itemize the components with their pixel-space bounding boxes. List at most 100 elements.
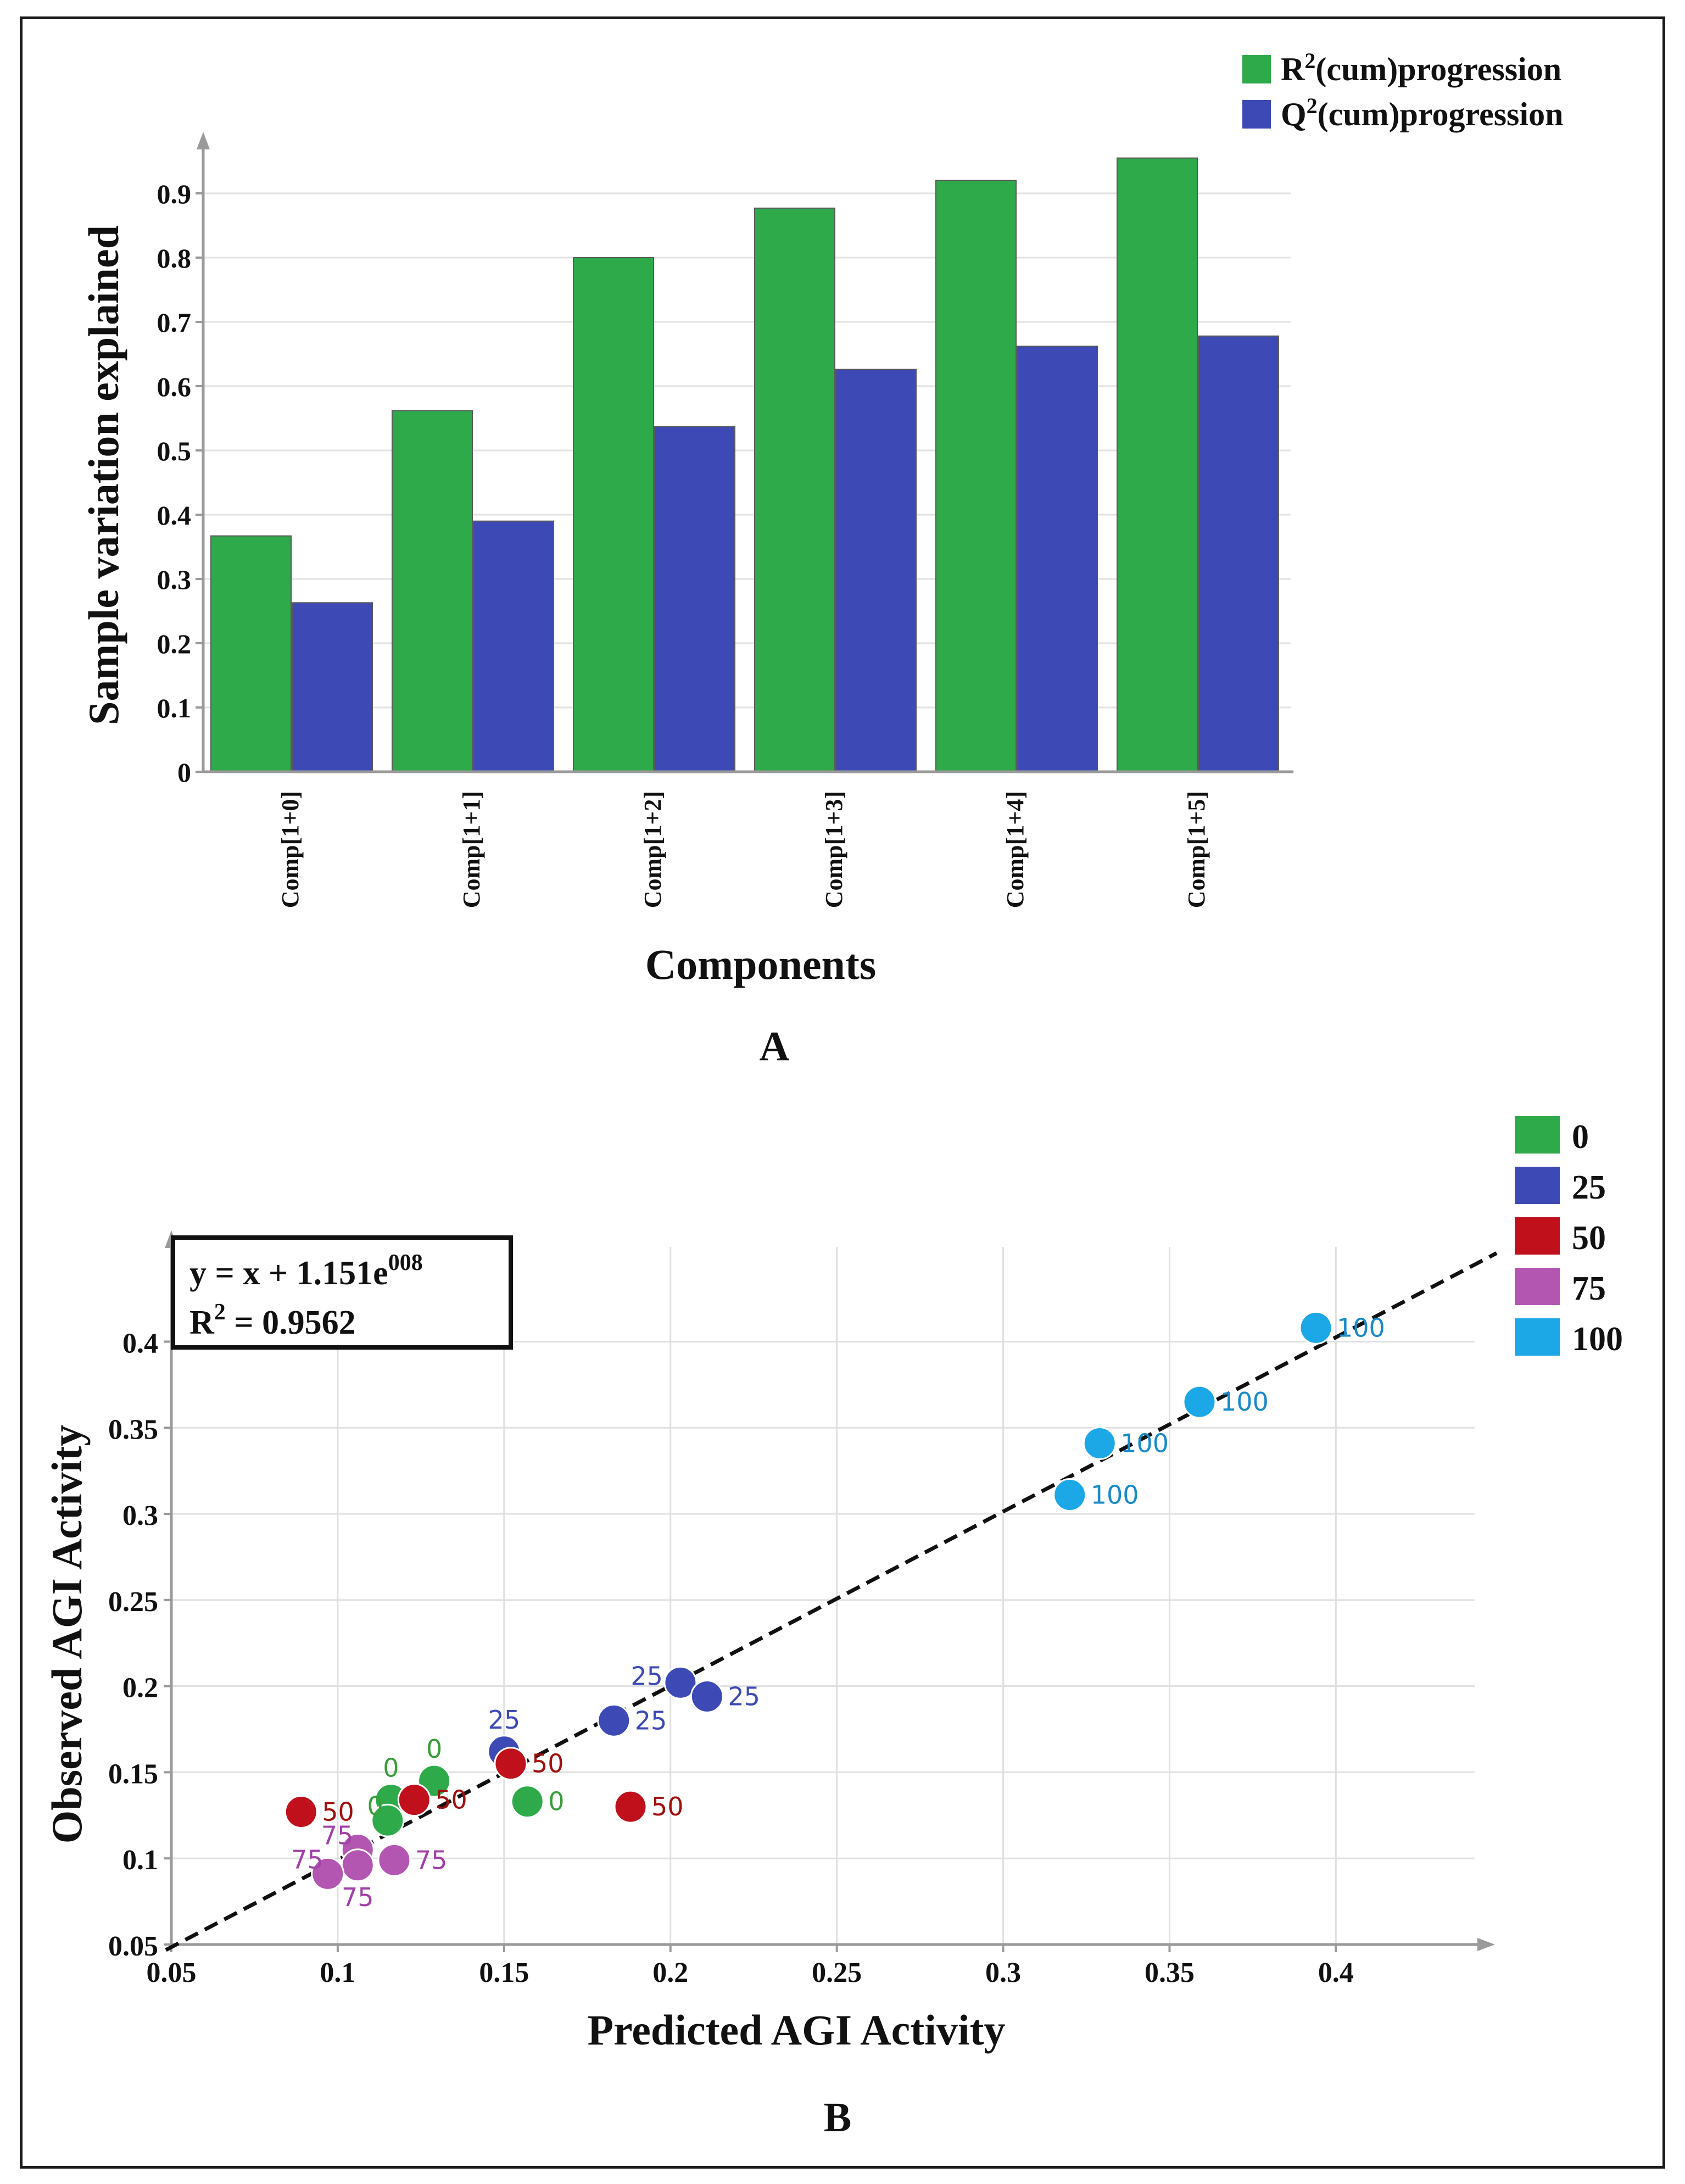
- bar-chart-x-tick-label: Comp[1+5]: [1183, 791, 1210, 908]
- bar-r2: [754, 207, 835, 772]
- scatter-x-axis-arrow: [1477, 1938, 1495, 1951]
- panel-b-label: B: [824, 2094, 852, 2141]
- legend-swatch: [1242, 100, 1271, 129]
- scatter-y-tick-label: 0.3: [122, 1500, 158, 1531]
- bar-q2: [292, 602, 373, 773]
- scatter-y-tick-label: 0.25: [108, 1586, 158, 1618]
- scatter-legend-label: 100: [1572, 1321, 1623, 1358]
- scatter-point-group-25: [663, 1665, 698, 1700]
- scatter-point-label: 50: [532, 1749, 564, 1779]
- scatter-x-tick-labels: 0.05 0.1 0.15 0.2 0.25 0.3 0.35 0.4: [147, 1957, 1354, 1988]
- scatter-point-label: 0: [548, 1787, 564, 1817]
- scatter-point-label: 75: [321, 1821, 354, 1851]
- scatter-point-label: 25: [728, 1681, 760, 1711]
- scatter-legend-label: 25: [1572, 1169, 1606, 1206]
- bar-chart-y-tick-label: 0.8: [157, 243, 192, 274]
- scatter-x-tick-label: 0.2: [652, 1957, 688, 1988]
- scatter-point-label: 50: [435, 1785, 467, 1815]
- scatter-y-tick-label: 0.35: [108, 1414, 158, 1445]
- bar-chart-x-tick-label: Comp[1+2]: [639, 791, 666, 908]
- regression-r-squared: R2 = 0.9562: [189, 1300, 356, 1341]
- bar-chart-x-tick-label: Comp[1+0]: [277, 791, 304, 908]
- scatter-point-label: 100: [1120, 1428, 1169, 1458]
- bar-chart-y-tick-labels: 0 0.1 0.2 0.3 0.4 0.5 0.6 0.7 0.8 0.9: [157, 179, 192, 788]
- scatter-point-label: 100: [1337, 1313, 1385, 1342]
- scatter-point-label: 25: [488, 1705, 521, 1735]
- scatter-point-label: 100: [1091, 1480, 1139, 1510]
- bar-chart-y-tick-label: 0.7: [157, 307, 192, 338]
- scatter-point-label: 25: [631, 1661, 663, 1691]
- bar-chart-panel-a: 00.10.20.30.40.50.60.70.80.9 Comp[1+0] Co…: [80, 48, 1563, 1069]
- legend-label: R2(cum)progression: [1281, 48, 1561, 87]
- scatter-legend-label: 75: [1572, 1270, 1606, 1307]
- scatter-point-group-100: [1182, 1385, 1217, 1419]
- scatter-legend: 0 25 50 75 100: [1515, 1116, 1623, 1358]
- legend-label: Q2(cum)progression: [1281, 93, 1563, 132]
- legend-label-rest: (cum)progression: [1315, 51, 1561, 87]
- regression-equation: y = x + 1.151e008: [189, 1250, 423, 1292]
- bar-chart-x-tick-label: Comp[1+3]: [821, 791, 847, 908]
- scatter-point-label: 0: [367, 1791, 383, 1821]
- scatter-point-label: 0: [383, 1753, 399, 1783]
- equation-box: [171, 1235, 513, 1350]
- bar-r2: [935, 180, 1017, 773]
- scatter-legend-swatch: [1515, 1116, 1560, 1154]
- bar-r2: [210, 535, 292, 772]
- bar-q2: [1017, 346, 1098, 772]
- r-squared-symbol: R: [189, 1304, 215, 1341]
- scatter-y-tick-label: 0.05: [108, 1931, 158, 1962]
- bar-chart-x-axis-title: Components: [645, 940, 876, 988]
- scatter-y-tick-label: 0.2: [122, 1673, 158, 1704]
- scatter-x-tick-label: 0.4: [1318, 1957, 1354, 1988]
- scatter-x-tick-label: 0.25: [812, 1957, 862, 1988]
- scatter-legend-swatch: [1515, 1217, 1560, 1255]
- scatter-point-group-0: [371, 1803, 405, 1837]
- scatter-y-tick-labels: 0.05 0.1 0.15 0.2 0.25 0.3 0.35 0.4: [108, 1328, 158, 1962]
- legend-label-superscript: 2: [1307, 93, 1318, 118]
- scatter-point-group-50: [613, 1790, 648, 1824]
- bar-r2: [573, 257, 654, 772]
- scatter-legend-swatch: [1515, 1167, 1560, 1204]
- bar-chart-x-tick-label: Comp[1+1]: [458, 791, 485, 908]
- bar-chart-y-tick-label: 0.6: [157, 371, 192, 402]
- scatter-point-label: 50: [322, 1797, 354, 1827]
- bar-q2: [473, 520, 554, 772]
- regression-equation-main: y = x + 1.151e: [189, 1255, 388, 1292]
- scatter-points: [284, 1311, 1333, 1891]
- legend-label-main: R: [1281, 51, 1305, 87]
- scatter-point-label: 75: [291, 1845, 323, 1874]
- bar-chart-y-tick-label: 0.3: [157, 564, 192, 595]
- scatter-point-group-25: [597, 1703, 631, 1737]
- scatter-y-tick-label: 0.1: [122, 1845, 158, 1876]
- scatter-point-label: 0: [426, 1734, 442, 1764]
- panel-a-label: A: [760, 1023, 790, 1069]
- legend-label-main: Q: [1281, 96, 1307, 132]
- bar-chart-y-axis-title: Sample variation explained: [80, 225, 127, 725]
- scatter-point-group-75: [311, 1857, 345, 1891]
- scatter-x-tick-label: 0.05: [147, 1957, 197, 1988]
- bar-chart-y-tick-label: 0.1: [157, 693, 192, 723]
- bar-chart-bars: [210, 157, 1279, 773]
- bar-q2: [1198, 335, 1279, 772]
- scatter-point-group-100: [1299, 1311, 1333, 1345]
- scatter-legend-swatch: [1515, 1318, 1560, 1356]
- scatter-point-group-100: [1083, 1426, 1117, 1460]
- scatter-point-group-50: [397, 1783, 431, 1817]
- scatter-point-group-0: [510, 1785, 544, 1819]
- scatter-point-label: 75: [415, 1845, 448, 1875]
- scatter-point-group-50: [494, 1747, 528, 1781]
- scatter-legend-swatch: [1515, 1268, 1560, 1305]
- scatter-x-tick-label: 0.1: [320, 1957, 355, 1988]
- scatter-y-tick-label: 0.4: [122, 1328, 158, 1359]
- bar-chart-y-tick-label: 0: [177, 757, 191, 788]
- bar-chart-x-tick-labels: Comp[1+0] Comp[1+1] Comp[1+2] Comp[1+3] Comp…: [277, 791, 1210, 908]
- scatter-x-tick-label: 0.15: [479, 1957, 529, 1988]
- bar-chart-gridlines: [196, 192, 1291, 773]
- scatter-x-tick-label: 0.35: [1145, 1957, 1195, 1988]
- scatter-point-label: 25: [635, 1706, 667, 1735]
- bar-chart-x-tick-label: Comp[1+4]: [1002, 791, 1029, 908]
- bar-r2: [1117, 157, 1198, 772]
